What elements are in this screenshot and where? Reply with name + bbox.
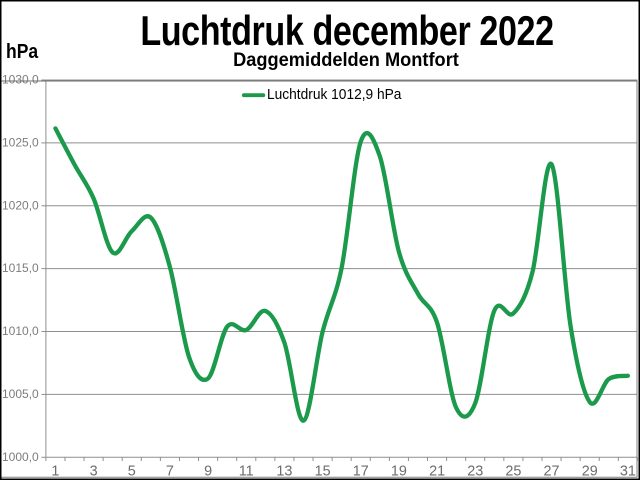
svg-text:1020,0: 1020,0 <box>2 198 39 212</box>
svg-text:1: 1 <box>51 464 59 480</box>
svg-text:21: 21 <box>429 464 445 480</box>
svg-text:19: 19 <box>391 464 407 480</box>
svg-text:1005,0: 1005,0 <box>2 387 39 401</box>
svg-text:23: 23 <box>467 464 483 480</box>
svg-text:1000,0: 1000,0 <box>2 450 39 464</box>
svg-text:25: 25 <box>505 464 521 480</box>
svg-text:3: 3 <box>90 464 98 480</box>
svg-text:17: 17 <box>353 464 369 480</box>
svg-text:13: 13 <box>276 464 292 480</box>
svg-text:29: 29 <box>582 464 598 480</box>
svg-text:9: 9 <box>204 464 212 480</box>
svg-text:11: 11 <box>239 464 254 480</box>
svg-text:1010,0: 1010,0 <box>2 324 39 338</box>
svg-text:27: 27 <box>543 464 559 480</box>
svg-text:15: 15 <box>315 464 331 480</box>
svg-text:1025,0: 1025,0 <box>2 135 39 149</box>
svg-text:31: 31 <box>620 464 636 480</box>
svg-text:1030,0: 1030,0 <box>2 73 39 87</box>
svg-text:1015,0: 1015,0 <box>2 261 39 275</box>
svg-text:5: 5 <box>128 464 136 480</box>
svg-text:7: 7 <box>166 464 174 480</box>
